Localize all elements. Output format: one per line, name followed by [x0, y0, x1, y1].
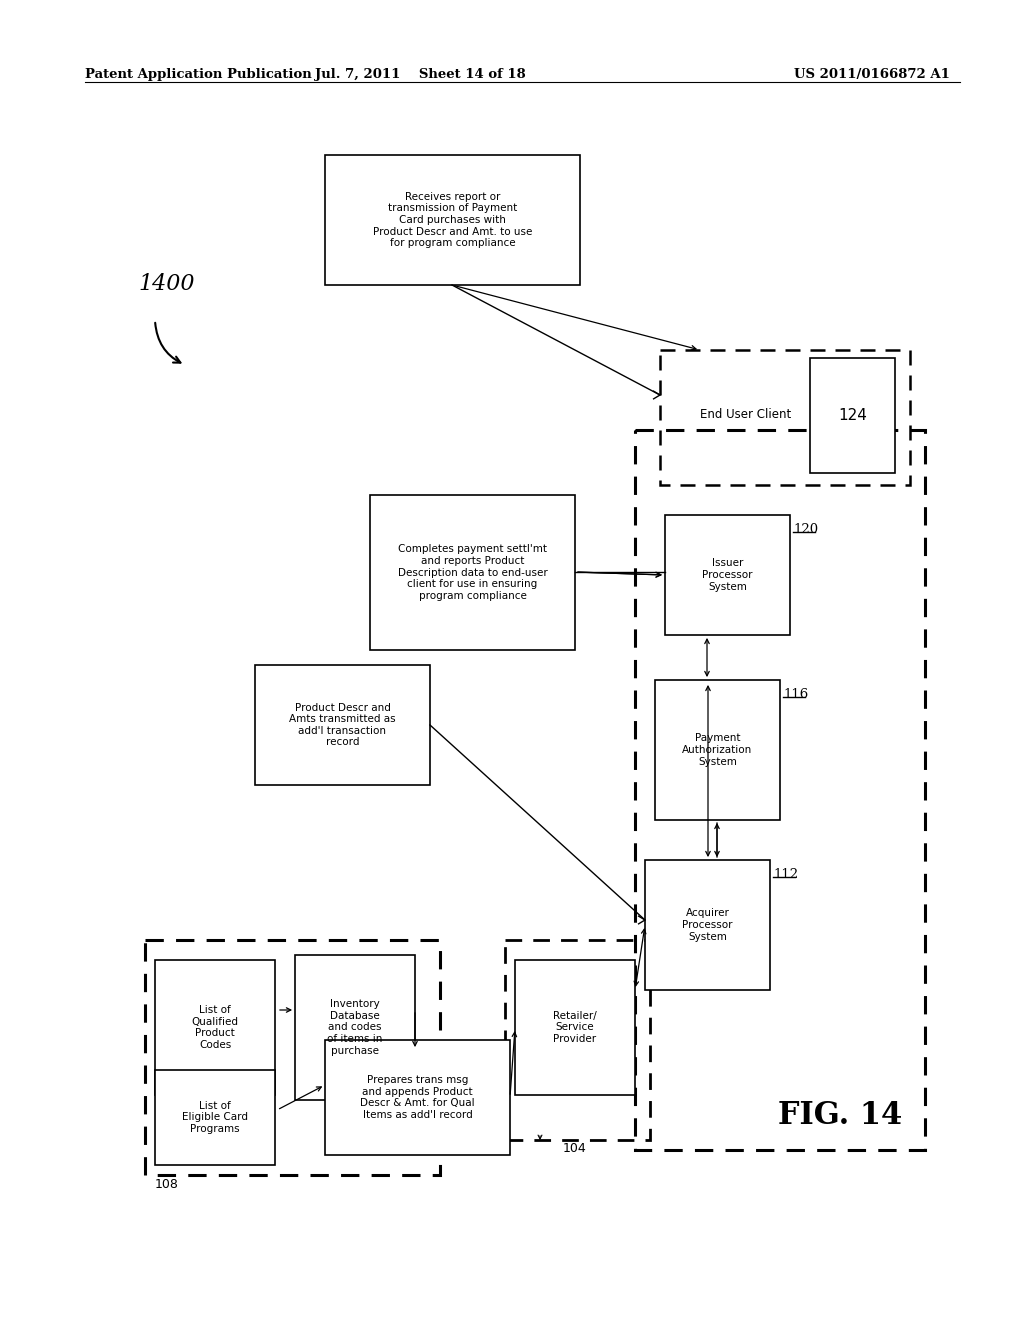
- Bar: [645, 861, 770, 990]
- Bar: [325, 1040, 510, 1155]
- Text: Issuer
Processor
System: Issuer Processor System: [702, 558, 753, 591]
- Bar: [155, 1071, 275, 1166]
- Text: Acquirer
Processor
System: Acquirer Processor System: [682, 908, 733, 941]
- Text: List of
Eligible Card
Programs: List of Eligible Card Programs: [182, 1101, 248, 1134]
- Text: Prepares trans msg
and appends Product
Descr & Amt. for Qual
Items as add'l reco: Prepares trans msg and appends Product D…: [360, 1074, 475, 1119]
- Bar: [505, 940, 650, 1140]
- Text: 1400: 1400: [138, 273, 195, 294]
- Text: Retailer/
Service
Provider: Retailer/ Service Provider: [553, 1011, 597, 1044]
- Text: Payment
Authorization
System: Payment Authorization System: [682, 734, 753, 767]
- Bar: [660, 350, 910, 484]
- Bar: [145, 940, 440, 1175]
- Text: Jul. 7, 2011    Sheet 14 of 18: Jul. 7, 2011 Sheet 14 of 18: [314, 69, 525, 81]
- Bar: [635, 430, 925, 1150]
- Bar: [655, 680, 780, 820]
- Text: Receives report or
transmission of Payment
Card purchases with
Product Descr and: Receives report or transmission of Payme…: [373, 191, 532, 248]
- Text: 108: 108: [155, 1177, 179, 1191]
- FancyArrowPatch shape: [156, 323, 180, 363]
- Text: 124: 124: [838, 408, 867, 422]
- Bar: [810, 358, 895, 473]
- Bar: [515, 960, 635, 1096]
- Text: 116: 116: [783, 688, 808, 701]
- Text: 120: 120: [793, 523, 818, 536]
- Text: FIG. 14: FIG. 14: [778, 1100, 902, 1130]
- Text: List of
Qualified
Product
Codes: List of Qualified Product Codes: [191, 1005, 239, 1049]
- Bar: [325, 154, 580, 285]
- Text: US 2011/0166872 A1: US 2011/0166872 A1: [795, 69, 950, 81]
- Bar: [255, 665, 430, 785]
- Text: Product Descr and
Amts transmitted as
add'l transaction
record: Product Descr and Amts transmitted as ad…: [289, 702, 396, 747]
- Text: 112: 112: [773, 869, 798, 880]
- Text: Completes payment settl'mt
and reports Product
Description data to end-user
clie: Completes payment settl'mt and reports P…: [397, 544, 548, 601]
- Bar: [295, 954, 415, 1100]
- Bar: [665, 515, 790, 635]
- Text: End User Client: End User Client: [700, 408, 792, 421]
- Text: Patent Application Publication: Patent Application Publication: [85, 69, 311, 81]
- Text: Inventory
Database
and codes
of items in
purchase: Inventory Database and codes of items in…: [328, 999, 383, 1056]
- Bar: [370, 495, 575, 649]
- Bar: [155, 960, 275, 1096]
- Text: 104: 104: [563, 1142, 587, 1155]
